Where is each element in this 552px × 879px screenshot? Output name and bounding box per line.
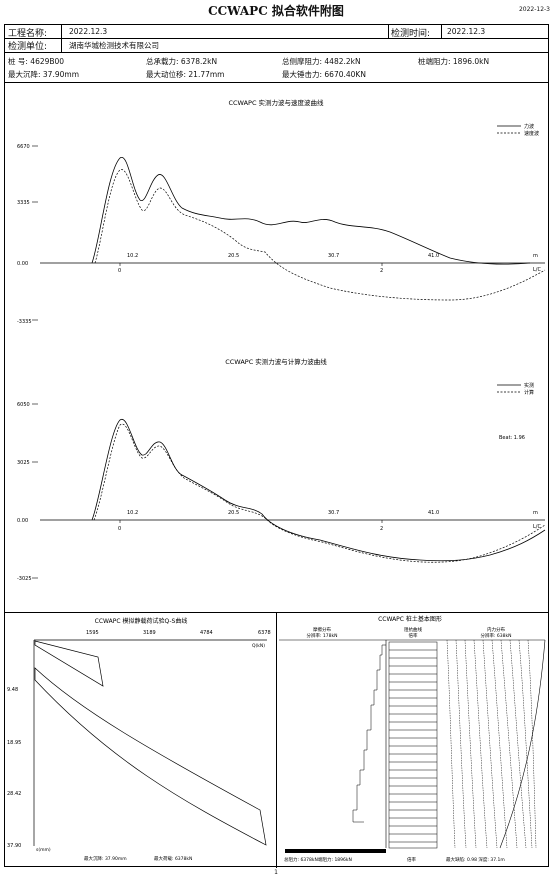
- soil-foot-total: 总阻力: 6378kN: [284, 856, 318, 863]
- total-side-resistance: 总侧摩阻力: 4482.2kN: [282, 57, 361, 66]
- soil-foot-mid: 倍率: [407, 856, 416, 863]
- chart2-computed-curve: [93, 423, 546, 563]
- project-value: 2022.12.3: [69, 27, 108, 36]
- chart2-depth-4: 41.0: [428, 510, 439, 516]
- measured-computed-chart: CCWAPC 实测力波与计算力波曲线 实测 计算 Beat: 1.96 6050…: [17, 357, 546, 582]
- check-time-value: 2022.12.3: [447, 27, 486, 36]
- qs-foot-load: 最大荷载: 6378kN: [154, 855, 192, 862]
- chart1-xtick-2: 2: [380, 268, 383, 274]
- max-dynamic-displacement: 最大动位移: 21.77mm: [146, 70, 225, 79]
- check-time-label: 检测时间:: [391, 29, 431, 39]
- chart1-ytick-1: 6670: [17, 144, 30, 150]
- unit-label: 检测单位:: [8, 42, 48, 52]
- tip-resistance: 桩端阻力: 1896.0kN: [418, 57, 490, 66]
- qs-foot-settle: 最大沉降: 37.90mm: [84, 855, 127, 862]
- chart2-ytick-3: 0.00: [17, 518, 28, 524]
- chart2-depth-2: 20.5: [228, 510, 239, 516]
- max-hammer-force: 最大锤击力: 6670.40KN: [282, 70, 366, 79]
- qs-ytick-3: 28.42: [7, 791, 21, 797]
- page-title: CCWAPC 拟合软件附图: [208, 4, 344, 18]
- force-velocity-chart: CCWAPC 实测力波与速度波曲线 力波 速度波 6670 3335 0.00 …: [17, 98, 546, 325]
- qs-title: CCWAPC 模拟静载荷试验Q-S曲线: [95, 617, 188, 625]
- max-settlement: 最大沉降: 37.90mm: [8, 70, 79, 79]
- chart1-x-unit: L/C: [533, 267, 541, 273]
- chart2-depth-unit: m: [533, 510, 538, 516]
- chart2-legend-measured: 实测: [524, 382, 534, 389]
- internal-force-lines: [446, 639, 537, 849]
- soil-col2-title: 阻抗曲线: [404, 626, 422, 633]
- qs-ytick-1: 9.48: [7, 687, 18, 693]
- chart2-beat: Beat: 1.96: [499, 435, 525, 441]
- chart1-depth-2: 20.5: [228, 253, 239, 259]
- qs-loop-large: [34, 667, 267, 846]
- chart1-force-curve: [91, 157, 531, 265]
- qs-xtick-3: 4784: [200, 630, 213, 636]
- chart1-depth-4: 41.0: [428, 253, 439, 259]
- qs-ytick-2: 18.95: [7, 740, 21, 746]
- qs-chart: CCWAPC 模拟静载荷试验Q-S曲线 1595 3189 4784 6378 …: [7, 617, 271, 862]
- page-number: 1: [274, 869, 278, 876]
- chart2-x-unit: L/C: [533, 524, 541, 530]
- chart1-ytick-3: 0.00: [17, 261, 28, 267]
- internal-force-envelope: [499, 639, 546, 849]
- chart2-depth-3: 30.7: [328, 510, 339, 516]
- chart2-ytick-1: 6050: [17, 402, 30, 408]
- chart2-title: CCWAPC 实测力波与计算力波曲线: [225, 357, 327, 366]
- friction-bars: [352, 644, 386, 823]
- chart1-depth-unit: m: [533, 253, 538, 259]
- chart1-ytick-4: -3335: [17, 319, 32, 325]
- chart2-legend-computed: 计算: [524, 389, 534, 396]
- soil-foot-right: 最大缺陷: 0.98 深度: 37.1m: [446, 856, 505, 863]
- tip-resistance-bar: [285, 849, 386, 853]
- soil-foot-tip: 端阻力: 1896kN: [318, 856, 352, 863]
- impedance-blocks: [388, 641, 438, 849]
- report-frame: 工程名称: 2022.12.3 检测时间: 2022.12.3 检测单位: 湖南…: [4, 24, 549, 868]
- soil-col1-title: 摩擦分布: [313, 626, 331, 633]
- chart1-depth-3: 30.7: [328, 253, 339, 259]
- chart1-velocity-curve: [94, 169, 546, 301]
- unit-value: 湖南华城检测技术有限公司: [69, 41, 159, 50]
- soil-col2-sub: 倍率: [409, 632, 418, 639]
- chart1-title: CCWAPC 实测力波与速度波曲线: [228, 98, 324, 107]
- qs-xtick-1: 1595: [86, 630, 99, 636]
- chart2-ytick-4: -3025: [17, 576, 32, 582]
- qs-xtick-4: 6378: [258, 630, 271, 636]
- qs-y-unit: s(mm): [36, 847, 51, 853]
- chart2-xtick-2: 2: [380, 526, 383, 532]
- chart2-xtick-0: 0: [118, 526, 121, 532]
- chart1-legend-velocity: 速度波: [524, 130, 539, 137]
- chart1-xtick-0: 0: [118, 268, 121, 274]
- chart2-ytick-2: 3025: [17, 460, 30, 466]
- qs-xtick-2: 3189: [143, 630, 156, 636]
- chart2-measured-curve: [91, 419, 546, 562]
- chart1-legend-force: 力波: [524, 123, 534, 130]
- print-date: 2022-12-3: [518, 6, 550, 13]
- pile-soil-chart: CCWAPC 桩土基本图形 摩擦分布 分辨率: 178kN 阻抗曲线 倍率 内力…: [279, 615, 546, 863]
- qs-loop-small: [34, 640, 104, 687]
- pile-no: 桩 号: 4629B00: [8, 57, 65, 66]
- soil-title: CCWAPC 桩土基本图形: [378, 615, 442, 623]
- qs-ytick-4: 37.90: [7, 843, 21, 849]
- soil-col1-sub: 分辨率: 178kN: [306, 632, 337, 639]
- chart1-depth-1: 10.2: [127, 253, 138, 259]
- chart2-depth-1: 10.2: [127, 510, 138, 516]
- soil-col3-title: 内力分布: [487, 626, 505, 633]
- soil-col3-sub: 分辨率: 638kN: [480, 632, 511, 639]
- qs-x-unit: Q(kN): [252, 643, 265, 649]
- project-label: 工程名称:: [8, 29, 48, 39]
- total-bearing: 总承载力: 6378.2kN: [146, 57, 218, 66]
- chart1-ytick-2: 3335: [17, 200, 30, 206]
